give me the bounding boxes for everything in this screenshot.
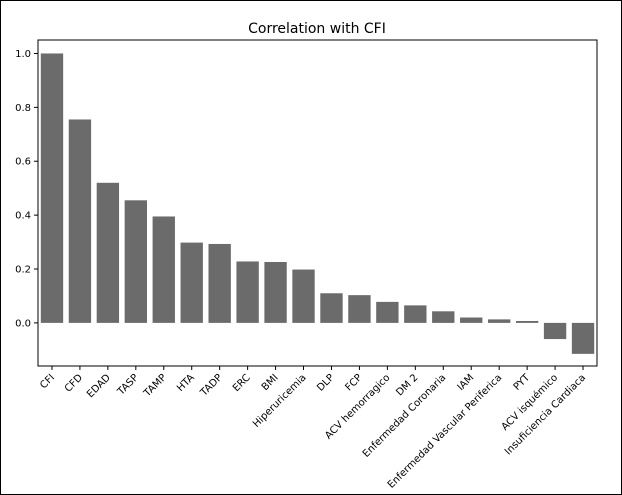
bar-14 (404, 305, 427, 323)
bar-10 (292, 269, 315, 323)
x-tick-label: FCP (344, 372, 365, 393)
x-tick-label: Hiperuricemia (251, 372, 309, 430)
x-tick-label: TASP (115, 372, 141, 398)
bar-3 (96, 182, 120, 323)
bar-group (40, 53, 595, 354)
y-tick-label: 0.2 (15, 265, 31, 276)
bar-8 (236, 261, 259, 323)
chart-title: Correlation with CFI (248, 21, 386, 37)
x-tick-label: IAM (456, 372, 477, 393)
x-tick-label: DM 2 (394, 372, 420, 398)
bar-13 (376, 301, 399, 323)
bar-20 (571, 322, 595, 354)
x-tick-label: CFD (63, 372, 85, 394)
y-tick-label: 0.0 (15, 318, 31, 329)
x-tick-label: HTA (175, 372, 197, 394)
x-tick-label: TAMP (141, 372, 168, 399)
plot-area-frame (37, 39, 598, 367)
bar-19 (543, 322, 567, 340)
x-tick-label: PYT (512, 372, 533, 393)
x-tick-label: ERC (231, 372, 253, 394)
y-axis-ticks: 0.0 0.2 0.4 0.6 0.8 1.0 (15, 49, 38, 329)
x-tick-label: DLP (315, 372, 336, 393)
y-tick-label: 0.6 (15, 157, 31, 168)
bar-12 (348, 295, 371, 323)
x-tick-label: EDAD (85, 372, 113, 400)
bar-17 (488, 319, 511, 323)
y-tick-label: 0.8 (15, 103, 31, 114)
y-tick-label: 1.0 (15, 49, 31, 60)
x-tick-label: TADP (198, 372, 225, 399)
bar-1 (40, 53, 64, 323)
y-tick-label: 0.4 (15, 211, 31, 222)
bar-5 (152, 216, 175, 323)
bar-2 (68, 119, 92, 323)
bar-16 (460, 317, 483, 323)
x-tick-label: BMI (260, 372, 281, 393)
x-axis-ticks: CFI CFD EDAD TASP TAMP HTA TADP ERC BMIHiperuric… (38, 366, 588, 491)
bar-18 (515, 321, 539, 323)
bar-4 (124, 200, 147, 323)
bar-15 (432, 311, 455, 323)
bar-11 (320, 293, 343, 323)
bar-7 (208, 243, 231, 323)
x-tick-label: CFI (38, 372, 57, 391)
bar-9 (264, 262, 287, 323)
bar-6 (180, 242, 203, 323)
